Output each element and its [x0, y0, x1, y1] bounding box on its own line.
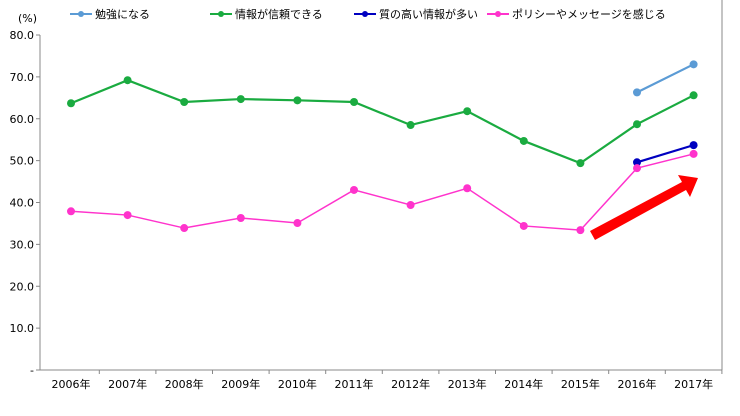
series-line [636, 63, 695, 94]
x-tick-label: 2006年 [52, 377, 91, 391]
data-point [519, 221, 528, 230]
data-point [576, 226, 585, 235]
x-tick-label: 2009年 [221, 377, 260, 391]
data-point [633, 88, 641, 97]
data-point [576, 159, 585, 168]
data-point [406, 201, 415, 210]
data-point [293, 96, 302, 105]
y-tick-label: 40.0 [10, 197, 35, 210]
data-point [180, 224, 189, 233]
series-line [70, 153, 694, 231]
data-point [633, 120, 641, 129]
y-tick-label: 10.0 [10, 322, 35, 335]
data-point [406, 121, 415, 130]
data-point [689, 60, 698, 69]
data-point [689, 141, 698, 150]
data-point [519, 136, 528, 145]
x-tick-label: 2010年 [278, 377, 317, 391]
x-tick-label: 2014年 [504, 377, 543, 391]
trend-arrow [590, 175, 698, 240]
y-tick-label: 50.0 [10, 155, 35, 168]
legend-marker [362, 11, 368, 17]
data-point [180, 98, 189, 106]
y-tick-label: 20.0 [10, 280, 35, 293]
data-point [123, 211, 132, 220]
data-point [633, 158, 641, 167]
data-point [293, 219, 302, 228]
data-point [689, 149, 698, 158]
data-point [350, 185, 358, 194]
data-point [463, 107, 472, 116]
legend-marker [78, 11, 84, 17]
y-tick-label: 60.0 [10, 113, 35, 126]
legend-label: ポリシーやメッセージを感じる [512, 8, 666, 21]
y-tick-label: - [30, 364, 34, 377]
series-line [636, 144, 694, 164]
series-line [70, 79, 695, 165]
legend-item: 勉強になる [70, 7, 150, 21]
legend-item: ポリシーやメッセージを感じる [487, 8, 666, 21]
legend-item: 情報が信頼できる [210, 7, 323, 21]
data-point [236, 95, 245, 104]
legend-label: 質の高い情報が多い [379, 7, 478, 21]
data-point [67, 99, 75, 108]
y-tick-label: 30.0 [10, 238, 35, 251]
legend-marker [218, 11, 224, 17]
legend-item: 質の高い情報が多い [354, 7, 478, 21]
y-tick-label: 80.0 [10, 29, 35, 42]
data-point [123, 76, 132, 85]
data-point [633, 164, 641, 173]
legend-marker [495, 11, 501, 17]
x-tick-label: 2013年 [448, 377, 487, 391]
x-tick-label: 2015年 [561, 377, 600, 391]
data-point [236, 213, 245, 222]
y-tick-label: 70.0 [10, 71, 35, 84]
x-tick-label: 2012年 [391, 377, 430, 391]
x-tick-label: 2008年 [165, 377, 204, 391]
y-axis-label: (%) [18, 12, 37, 25]
data-point [689, 91, 698, 100]
x-tick-label: 2011年 [335, 377, 374, 391]
x-tick-label: 2007年 [108, 377, 147, 391]
data-point [463, 184, 472, 193]
legend-label: 勉強になる [95, 7, 150, 21]
legend-label: 情報が信頼できる [235, 7, 323, 21]
data-point [67, 207, 75, 216]
data-point [350, 98, 358, 106]
x-tick-label: 2016年 [618, 377, 657, 391]
x-tick-label: 2017年 [674, 377, 713, 391]
